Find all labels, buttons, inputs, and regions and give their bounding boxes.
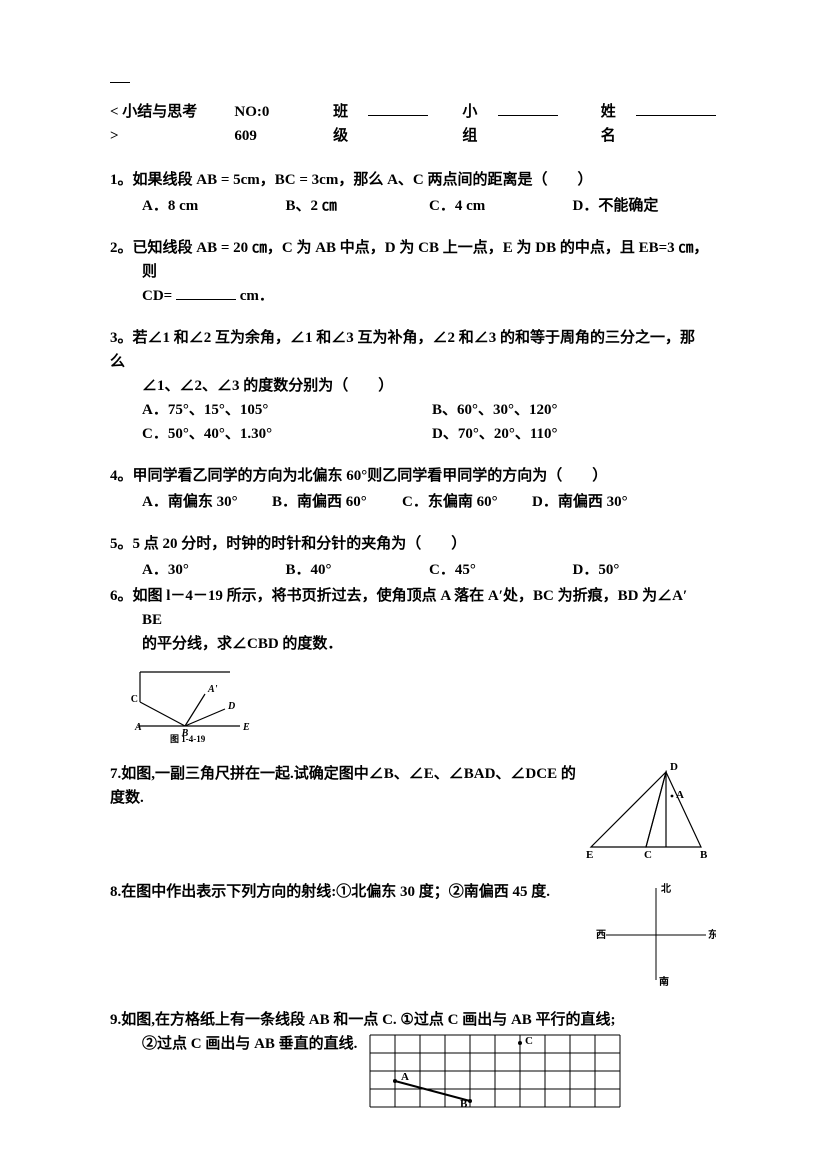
q3-text1: 3。若∠1 和∠2 互为余角，∠1 和∠3 互为补角，∠2 和∠3 的和等于周角… [110, 326, 716, 350]
svg-text:E: E [242, 722, 250, 733]
q2-cm: cm． [240, 288, 274, 304]
header-name-blank[interactable] [636, 101, 716, 116]
q4-text: 4。甲同学看乙同学的方向为北偏东 60°则乙同学看甲同学的方向为（ ） [110, 464, 716, 488]
svg-text:图 1-4-19: 图 1-4-19 [170, 734, 206, 744]
svg-text:D: D [670, 762, 678, 773]
svg-text:E: E [586, 849, 593, 861]
q4-opt-b: B．南偏西 60° [272, 490, 402, 514]
q2-text3: CD= [142, 288, 176, 304]
header-title: < 小结与思考 > [110, 100, 200, 148]
q5-text: 5。5 点 20 分时，时钟的时针和分针的夹角为（ ） [110, 532, 716, 556]
q3-options: A．75°、15°、105° B、60°、30°、120° C．50°、40°、… [110, 398, 716, 446]
header-group-label: 小组 [462, 100, 489, 148]
q3-opt-b: B、60°、30°、120° [432, 398, 558, 422]
svg-text:C: C [525, 1035, 533, 1047]
q1-text: 1。如果线段 AB = 5cm，BC = 3cm，那么 A、C 两点间的距离是（… [110, 168, 716, 192]
q4-opt-a: A．南偏东 30° [142, 490, 272, 514]
svg-text:A: A [676, 789, 684, 801]
q8-figure: 北 东 西 南 [596, 880, 716, 990]
q3-text2: 么 [110, 350, 716, 374]
q5-opt-d: D．50° [573, 558, 717, 582]
q1-options: A．8 cm B、2 ㎝ C．4 cm D．不能确定 [110, 194, 716, 218]
q3-text3: ∠1、∠2、∠3 的度数分别为（ ） [110, 374, 716, 398]
q3-opt-d: D、70°、20°、110° [432, 422, 558, 446]
q1-opt-a: A．8 cm [142, 194, 286, 218]
q6-figure: C A' D A B E 图 1-4-19 [130, 664, 716, 744]
svg-text:B: B [460, 1098, 468, 1110]
q5-opt-a: A．30° [142, 558, 286, 582]
q3-opt-c: C．50°、40°、1.30° [142, 422, 432, 446]
q4-opt-c: C．东偏南 60° [402, 490, 532, 514]
question-5: 5。5 点 20 分时，时钟的时针和分针的夹角为（ ） A．30° B．40° … [110, 532, 716, 582]
question-9: 9.如图,在方格纸上有一条线段 AB 和一点 C. ①过点 C 画出与 AB 平… [110, 1008, 716, 1110]
q9-text2: ②过点 C 画出与 AB 垂直的直线. [110, 1032, 357, 1056]
svg-text:东: 东 [708, 928, 716, 941]
question-7: 7.如图,一副三角尺拼在一起.试确定图中∠B、∠E、∠BAD、∠DCE 的度数.… [110, 762, 716, 862]
q1-opt-b: B、2 ㎝ [286, 194, 430, 218]
q7-figure: D A E C B [576, 762, 716, 862]
svg-text:南: 南 [659, 975, 669, 988]
question-8: 8.在图中作出表示下列方向的射线:①北偏东 30 度；②南偏西 45 度. 北 … [110, 880, 716, 990]
q5-opt-c: C．45° [429, 558, 573, 582]
question-6: 6。如图 l－4－19 所示，将书页折过去，使角顶点 A 落在 A′处，BC 为… [110, 584, 716, 744]
question-2: 2。已知线段 AB = 20 ㎝，C 为 AB 中点，D 为 CB 上一点，E … [110, 236, 716, 308]
q6-text2: BE [110, 608, 716, 632]
svg-text:A: A [401, 1071, 409, 1083]
q9-figure: A B C [365, 1030, 625, 1110]
q2-blank[interactable] [176, 299, 236, 300]
q4-options: A．南偏东 30° B．南偏西 60° C．东偏南 60° D．南偏西 30° [110, 490, 716, 514]
svg-text:西: 西 [596, 929, 606, 941]
q2-text1: 2。已知线段 AB = 20 ㎝，C 为 AB 中点，D 为 CB 上一点，E … [110, 236, 716, 260]
header-no: NO:0 609 [234, 100, 290, 148]
q5-options: A．30° B．40° C．45° D．50° [110, 558, 716, 582]
header-name-label: 姓名 [601, 100, 628, 148]
q5-opt-b: B．40° [286, 558, 430, 582]
q6-text1: 6。如图 l－4－19 所示，将书页折过去，使角顶点 A 落在 A′处，BC 为… [110, 584, 716, 608]
q3-opt-a: A．75°、15°、105° [142, 398, 432, 422]
q1-opt-c: C．4 cm [429, 194, 573, 218]
header-class-blank[interactable] [368, 101, 428, 116]
svg-text:A': A' [207, 684, 218, 695]
q1-opt-d: D．不能确定 [573, 194, 717, 218]
svg-text:C: C [131, 694, 138, 705]
svg-text:B: B [700, 849, 708, 861]
svg-text:北: 北 [661, 882, 671, 895]
q6-text3: 的平分线，求∠CBD 的度数． [110, 632, 716, 656]
q8-text: 8.在图中作出表示下列方向的射线:①北偏东 30 度；②南偏西 45 度. [110, 880, 596, 904]
q4-opt-d: D．南偏西 30° [532, 490, 682, 514]
svg-text:C: C [644, 849, 652, 861]
question-1: 1。如果线段 AB = 5cm，BC = 3cm，那么 A、C 两点间的距离是（… [110, 168, 716, 218]
worksheet-header: < 小结与思考 > NO:0 609 班级 小组 姓名 [110, 100, 716, 148]
q2-text2: 则 [110, 260, 716, 284]
question-4: 4。甲同学看乙同学的方向为北偏东 60°则乙同学看甲同学的方向为（ ） A．南偏… [110, 464, 716, 514]
svg-text:A: A [134, 722, 142, 733]
svg-text:D: D [227, 701, 235, 712]
header-group-blank[interactable] [498, 101, 558, 116]
header-class-label: 班级 [333, 100, 360, 148]
question-3: 3。若∠1 和∠2 互为余角，∠1 和∠3 互为补角，∠2 和∠3 的和等于周角… [110, 326, 716, 446]
q9-text1: 9.如图,在方格纸上有一条线段 AB 和一点 C. ①过点 C 画出与 AB 平… [110, 1008, 716, 1032]
q7-text: 7.如图,一副三角尺拼在一起.试确定图中∠B、∠E、∠BAD、∠DCE 的度数. [110, 762, 576, 810]
